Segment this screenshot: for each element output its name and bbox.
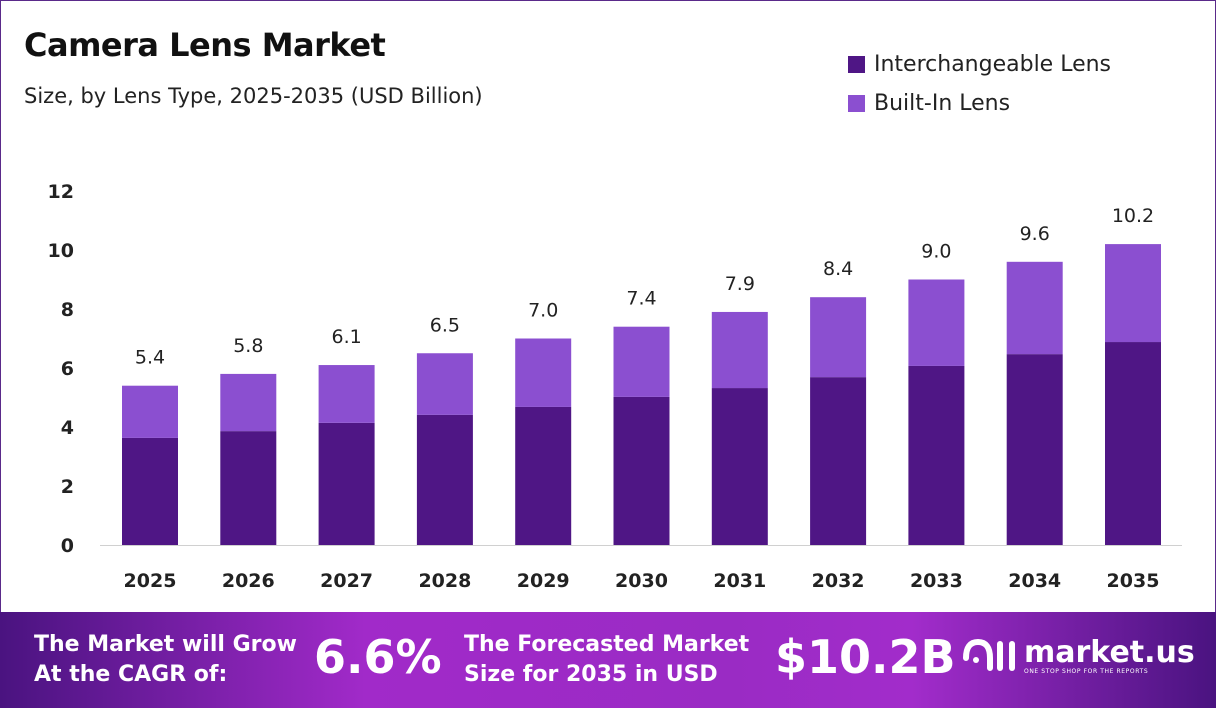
y-tick-label: 4 xyxy=(61,417,74,439)
total-label-2029: 7.0 xyxy=(528,300,558,322)
forecast-label: The Forecasted Market Size for 2035 in U… xyxy=(464,630,749,690)
y-tick-label: 8 xyxy=(61,299,74,321)
x-tick-label: 2035 xyxy=(1107,570,1160,592)
market-us-logo-icon xyxy=(963,638,1015,671)
cagr-label: The Market will Grow At the CAGR of: xyxy=(34,630,297,690)
bar-built-in-2033 xyxy=(908,279,965,366)
y-tick-label: 12 xyxy=(48,181,74,203)
y-tick-label: 0 xyxy=(61,535,74,557)
x-tick-label: 2033 xyxy=(910,570,963,592)
total-label-2032: 8.4 xyxy=(823,258,853,280)
bar-interchangeable-2026 xyxy=(220,431,277,545)
forecast-label-line1: The Forecasted Market xyxy=(464,632,750,657)
x-tick-label: 2027 xyxy=(320,570,373,592)
chart-title: Camera Lens Market xyxy=(24,26,386,64)
x-tick-label: 2026 xyxy=(222,570,275,592)
legend-swatch xyxy=(848,95,865,112)
legend-swatch xyxy=(848,56,865,73)
total-label-2028: 6.5 xyxy=(430,314,460,336)
bar-built-in-2026 xyxy=(220,373,277,432)
cagr-value: 6.6% xyxy=(314,630,442,684)
bar-interchangeable-2033 xyxy=(908,365,965,545)
cagr-label-line2: At the CAGR of: xyxy=(34,662,228,687)
x-tick-label: 2031 xyxy=(713,570,766,592)
logo-name: market.us xyxy=(1024,634,1195,670)
market-us-logo: market.us ONE STOP SHOP FOR THE REPORTS xyxy=(962,636,1195,676)
bar-built-in-2030 xyxy=(613,326,670,397)
bar-built-in-2029 xyxy=(515,338,572,407)
legend-label: Interchangeable Lens xyxy=(874,52,1112,77)
total-label-2027: 6.1 xyxy=(331,326,361,348)
bar-interchangeable-2030 xyxy=(613,396,670,545)
bar-built-in-2031 xyxy=(711,311,768,389)
bar-built-in-2027 xyxy=(318,365,375,423)
x-tick-label: 2028 xyxy=(418,570,471,592)
bar-built-in-2025 xyxy=(122,385,178,438)
bar-interchangeable-2032 xyxy=(810,377,867,545)
x-tick-label: 2025 xyxy=(124,570,177,592)
bar-built-in-2034 xyxy=(1006,261,1063,355)
total-label-2025: 5.4 xyxy=(135,347,165,369)
legend-item-interchangeable: Interchangeable Lens xyxy=(848,45,1111,84)
total-label-2031: 7.9 xyxy=(725,273,755,295)
bar-built-in-2028 xyxy=(416,353,473,415)
x-tick-label: 2034 xyxy=(1008,570,1061,592)
bar-interchangeable-2031 xyxy=(711,388,768,545)
x-tick-label: 2030 xyxy=(615,570,668,592)
forecast-value: $10.2B xyxy=(775,630,956,684)
bar-chart: 0 2 4 6 8 10 12 5.4 2025 5.8 2026 6.1 2027 6.5 2028 7.0… xyxy=(48,181,1182,592)
total-label-2033: 9.0 xyxy=(921,241,951,263)
total-label-2026: 5.8 xyxy=(233,335,263,357)
total-label-2030: 7.4 xyxy=(626,288,656,310)
total-label-2035: 10.2 xyxy=(1112,205,1154,227)
y-tick-label: 2 xyxy=(61,476,74,498)
x-tick-label: 2032 xyxy=(812,570,865,592)
forecast-label-line2: Size for 2035 in USD xyxy=(464,662,718,687)
legend-label: Built-In Lens xyxy=(874,91,1011,116)
bar-built-in-2035 xyxy=(1105,244,1161,343)
y-tick-label: 10 xyxy=(48,240,74,262)
bar-interchangeable-2028 xyxy=(416,414,473,545)
legend-item-built-in: Built-In Lens xyxy=(848,84,1111,123)
bar-interchangeable-2025 xyxy=(122,437,178,545)
bar-interchangeable-2034 xyxy=(1006,354,1063,545)
legend: Interchangeable Lens Built-In Lens xyxy=(848,45,1111,123)
footer-banner: The Market will Grow At the CAGR of: 6.6… xyxy=(0,612,1216,708)
cagr-label-line1: The Market will Grow xyxy=(34,632,297,657)
x-tick-label: 2029 xyxy=(517,570,570,592)
bar-built-in-2032 xyxy=(810,297,867,378)
total-label-2034: 9.6 xyxy=(1020,223,1050,245)
logo-tagline: ONE STOP SHOP FOR THE REPORTS xyxy=(1024,667,1149,675)
bar-interchangeable-2029 xyxy=(515,406,572,545)
bar-interchangeable-2027 xyxy=(318,422,375,545)
chart-subtitle: Size, by Lens Type, 2025-2035 (USD Billi… xyxy=(24,84,483,108)
bar-interchangeable-2035 xyxy=(1105,342,1161,545)
y-tick-label: 6 xyxy=(61,358,74,380)
